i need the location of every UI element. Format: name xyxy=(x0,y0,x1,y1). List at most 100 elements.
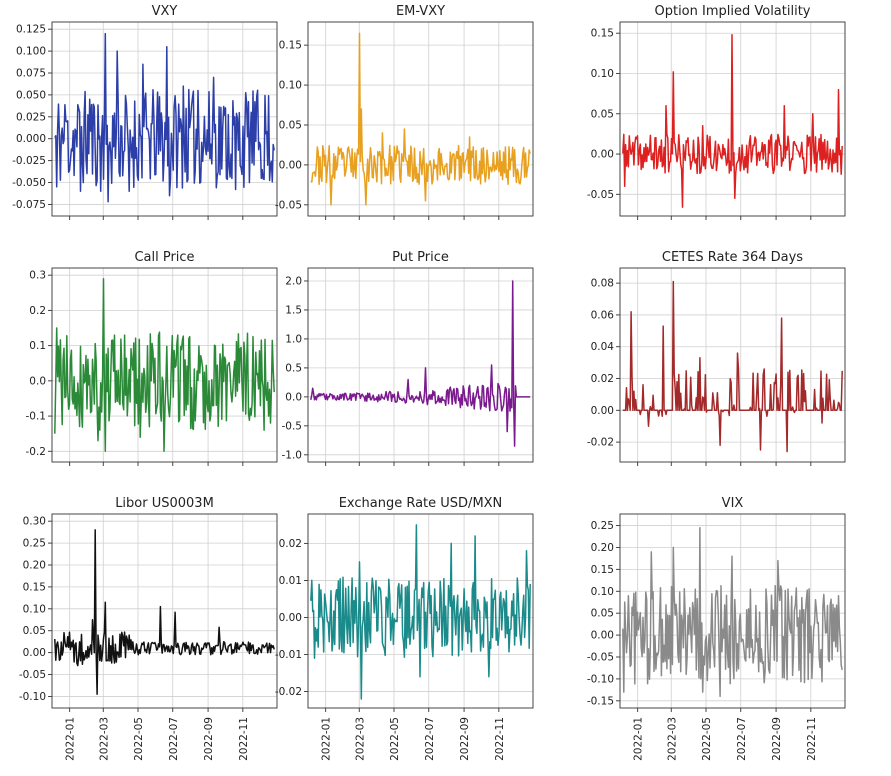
plot-frame xyxy=(307,513,534,709)
chart-title: Exchange Rate USD/MXN xyxy=(339,496,503,511)
y-tick-label: 0.050 xyxy=(16,89,46,101)
y-tick-label: 0.3 xyxy=(29,270,46,282)
plot-frame xyxy=(51,267,278,463)
y-tick-label: 0.15 xyxy=(279,40,302,52)
chart-option-implied-volatility: Option Implied Volatility -0.05 0.00 0.05 0.… xyxy=(587,4,846,220)
chart-libor-us0003m: Libor US0003M 2022-01 2022-03 2022-05 2022-0… xyxy=(19,496,278,761)
y-tick-label: 0.2 xyxy=(29,305,46,317)
y-tick-label: 0.5 xyxy=(285,362,302,374)
chart-title: EM-VXY xyxy=(396,4,445,19)
chart-put-price: Put Price -1.0 -0.5 0.0 0.5 1.0 1.5 2.0 xyxy=(282,250,534,466)
y-tick-label: 0.10 xyxy=(591,586,614,598)
chart-title: VXY xyxy=(152,4,178,19)
chart-cetes-rate-364-days: CETES Rate 364 Days -0.02 0.00 0.02 0.04 0.06… xyxy=(587,250,846,466)
series-line xyxy=(622,34,843,208)
y-tick-label: -0.5 xyxy=(282,420,303,432)
x-tick-label: 2022-05 xyxy=(701,717,713,761)
y-tick-label: 0.10 xyxy=(23,603,46,615)
x-tick-label: 2022-11 xyxy=(806,717,818,761)
x-tick-label: 2022-03 xyxy=(98,717,110,761)
y-tick-label: -1.0 xyxy=(282,449,303,461)
x-tick-label: 2022-03 xyxy=(666,717,678,761)
y-tick-label: -0.2 xyxy=(26,446,47,458)
y-tick-label: 0.20 xyxy=(23,559,46,571)
plot-frame xyxy=(307,267,534,463)
x-tick-label: 2022-01 xyxy=(65,717,77,761)
chart-title: Libor US0003M xyxy=(115,496,214,511)
y-tick-label: -0.10 xyxy=(587,673,614,685)
y-tick-label: 0.10 xyxy=(591,68,614,80)
y-tick-label: 0.25 xyxy=(591,520,614,532)
y-tick-label: -0.05 xyxy=(19,669,46,681)
plot-frame xyxy=(51,21,278,217)
y-tick-label: 0.08 xyxy=(591,278,614,290)
y-tick-label: 0.20 xyxy=(591,542,614,554)
series-line xyxy=(622,527,843,698)
series-line xyxy=(54,32,275,203)
x-tick-label: 2022-09 xyxy=(203,717,215,761)
y-tick-label: 0.04 xyxy=(591,341,615,353)
chart-title: Put Price xyxy=(392,250,449,265)
chart-em-vxy: EM-VXY -0.05 0.00 0.05 0.10 0.15 xyxy=(275,4,534,220)
y-tick-label: 0.25 xyxy=(23,538,46,550)
y-tick-label: -0.075 xyxy=(12,199,46,211)
plot-frame xyxy=(619,21,846,217)
y-tick-label: 0.02 xyxy=(591,373,614,385)
series-line xyxy=(310,280,531,447)
y-tick-label: 0.15 xyxy=(591,28,614,40)
y-tick-label: 0.125 xyxy=(16,24,46,36)
y-tick-label: -0.050 xyxy=(12,177,46,189)
y-tick-label: 0.05 xyxy=(591,608,614,620)
y-tick-label: -0.10 xyxy=(19,691,46,703)
y-tick-label: -0.15 xyxy=(587,695,614,707)
x-tick-label: 2022-07 xyxy=(168,717,180,761)
y-tick-label: 0.025 xyxy=(16,111,46,123)
series-line xyxy=(54,529,275,695)
y-tick-label: -0.02 xyxy=(587,437,614,449)
y-tick-label: 0.15 xyxy=(591,564,614,576)
y-tick-label: 1.0 xyxy=(285,333,302,345)
y-tick-label: 0.05 xyxy=(23,625,46,637)
y-tick-label: 0.01 xyxy=(279,575,302,587)
x-tick-label: 2022-07 xyxy=(736,717,748,761)
chart-title: Call Price xyxy=(134,250,194,265)
y-tick-label: 0.00 xyxy=(279,159,302,171)
y-tick-label: 0.075 xyxy=(16,67,46,79)
x-tick-label: 2022-09 xyxy=(771,717,783,761)
plot-frame xyxy=(307,21,534,217)
series-line xyxy=(310,524,531,700)
y-tick-label: 1.5 xyxy=(285,304,302,316)
chart-title: CETES Rate 364 Days xyxy=(662,250,803,265)
y-tick-label: 0.15 xyxy=(23,581,46,593)
chart-title: VIX xyxy=(722,496,744,511)
y-tick-label: -0.05 xyxy=(275,199,302,211)
y-tick-label: 0.1 xyxy=(29,340,46,352)
y-tick-label: 2.0 xyxy=(285,275,302,287)
x-tick-label: 2022-01 xyxy=(633,717,645,761)
y-tick-label: 0.05 xyxy=(591,108,614,120)
x-tick-label: 2022-05 xyxy=(389,717,401,761)
plot-frame xyxy=(619,513,846,709)
series-line xyxy=(622,280,843,453)
chart-vix: VIX 2022-01 2022-03 2022-05 2022-07 2022-09 20… xyxy=(587,496,846,761)
x-tick-label: 2022-11 xyxy=(238,717,250,761)
chart-call-price: Call Price -0.2 -0.1 0.0 0.1 0.2 0.3 xyxy=(26,250,278,466)
y-tick-label: -0.05 xyxy=(587,652,614,664)
chart-exchange-rate-usd-mxn: Exchange Rate USD/MXN 2022-01 2022-03 2022-… xyxy=(275,496,534,761)
y-tick-label: 0.02 xyxy=(279,538,302,550)
y-tick-label: 0.0 xyxy=(285,391,302,403)
y-tick-label: 0.00 xyxy=(279,612,302,624)
y-tick-label: 0.00 xyxy=(23,647,46,659)
plot-frame xyxy=(51,513,278,709)
series-line xyxy=(54,277,275,453)
y-tick-label: 0.000 xyxy=(16,133,46,145)
x-tick-label: 2022-03 xyxy=(354,717,366,761)
y-tick-label: -0.025 xyxy=(12,155,46,167)
x-tick-label: 2022-07 xyxy=(424,717,436,761)
x-tick-label: 2022-05 xyxy=(133,717,145,761)
y-tick-label: 0.00 xyxy=(591,630,614,642)
plot-frame xyxy=(619,267,846,463)
y-tick-label: 0.10 xyxy=(279,80,302,92)
chart-title: Option Implied Volatility xyxy=(654,4,810,19)
